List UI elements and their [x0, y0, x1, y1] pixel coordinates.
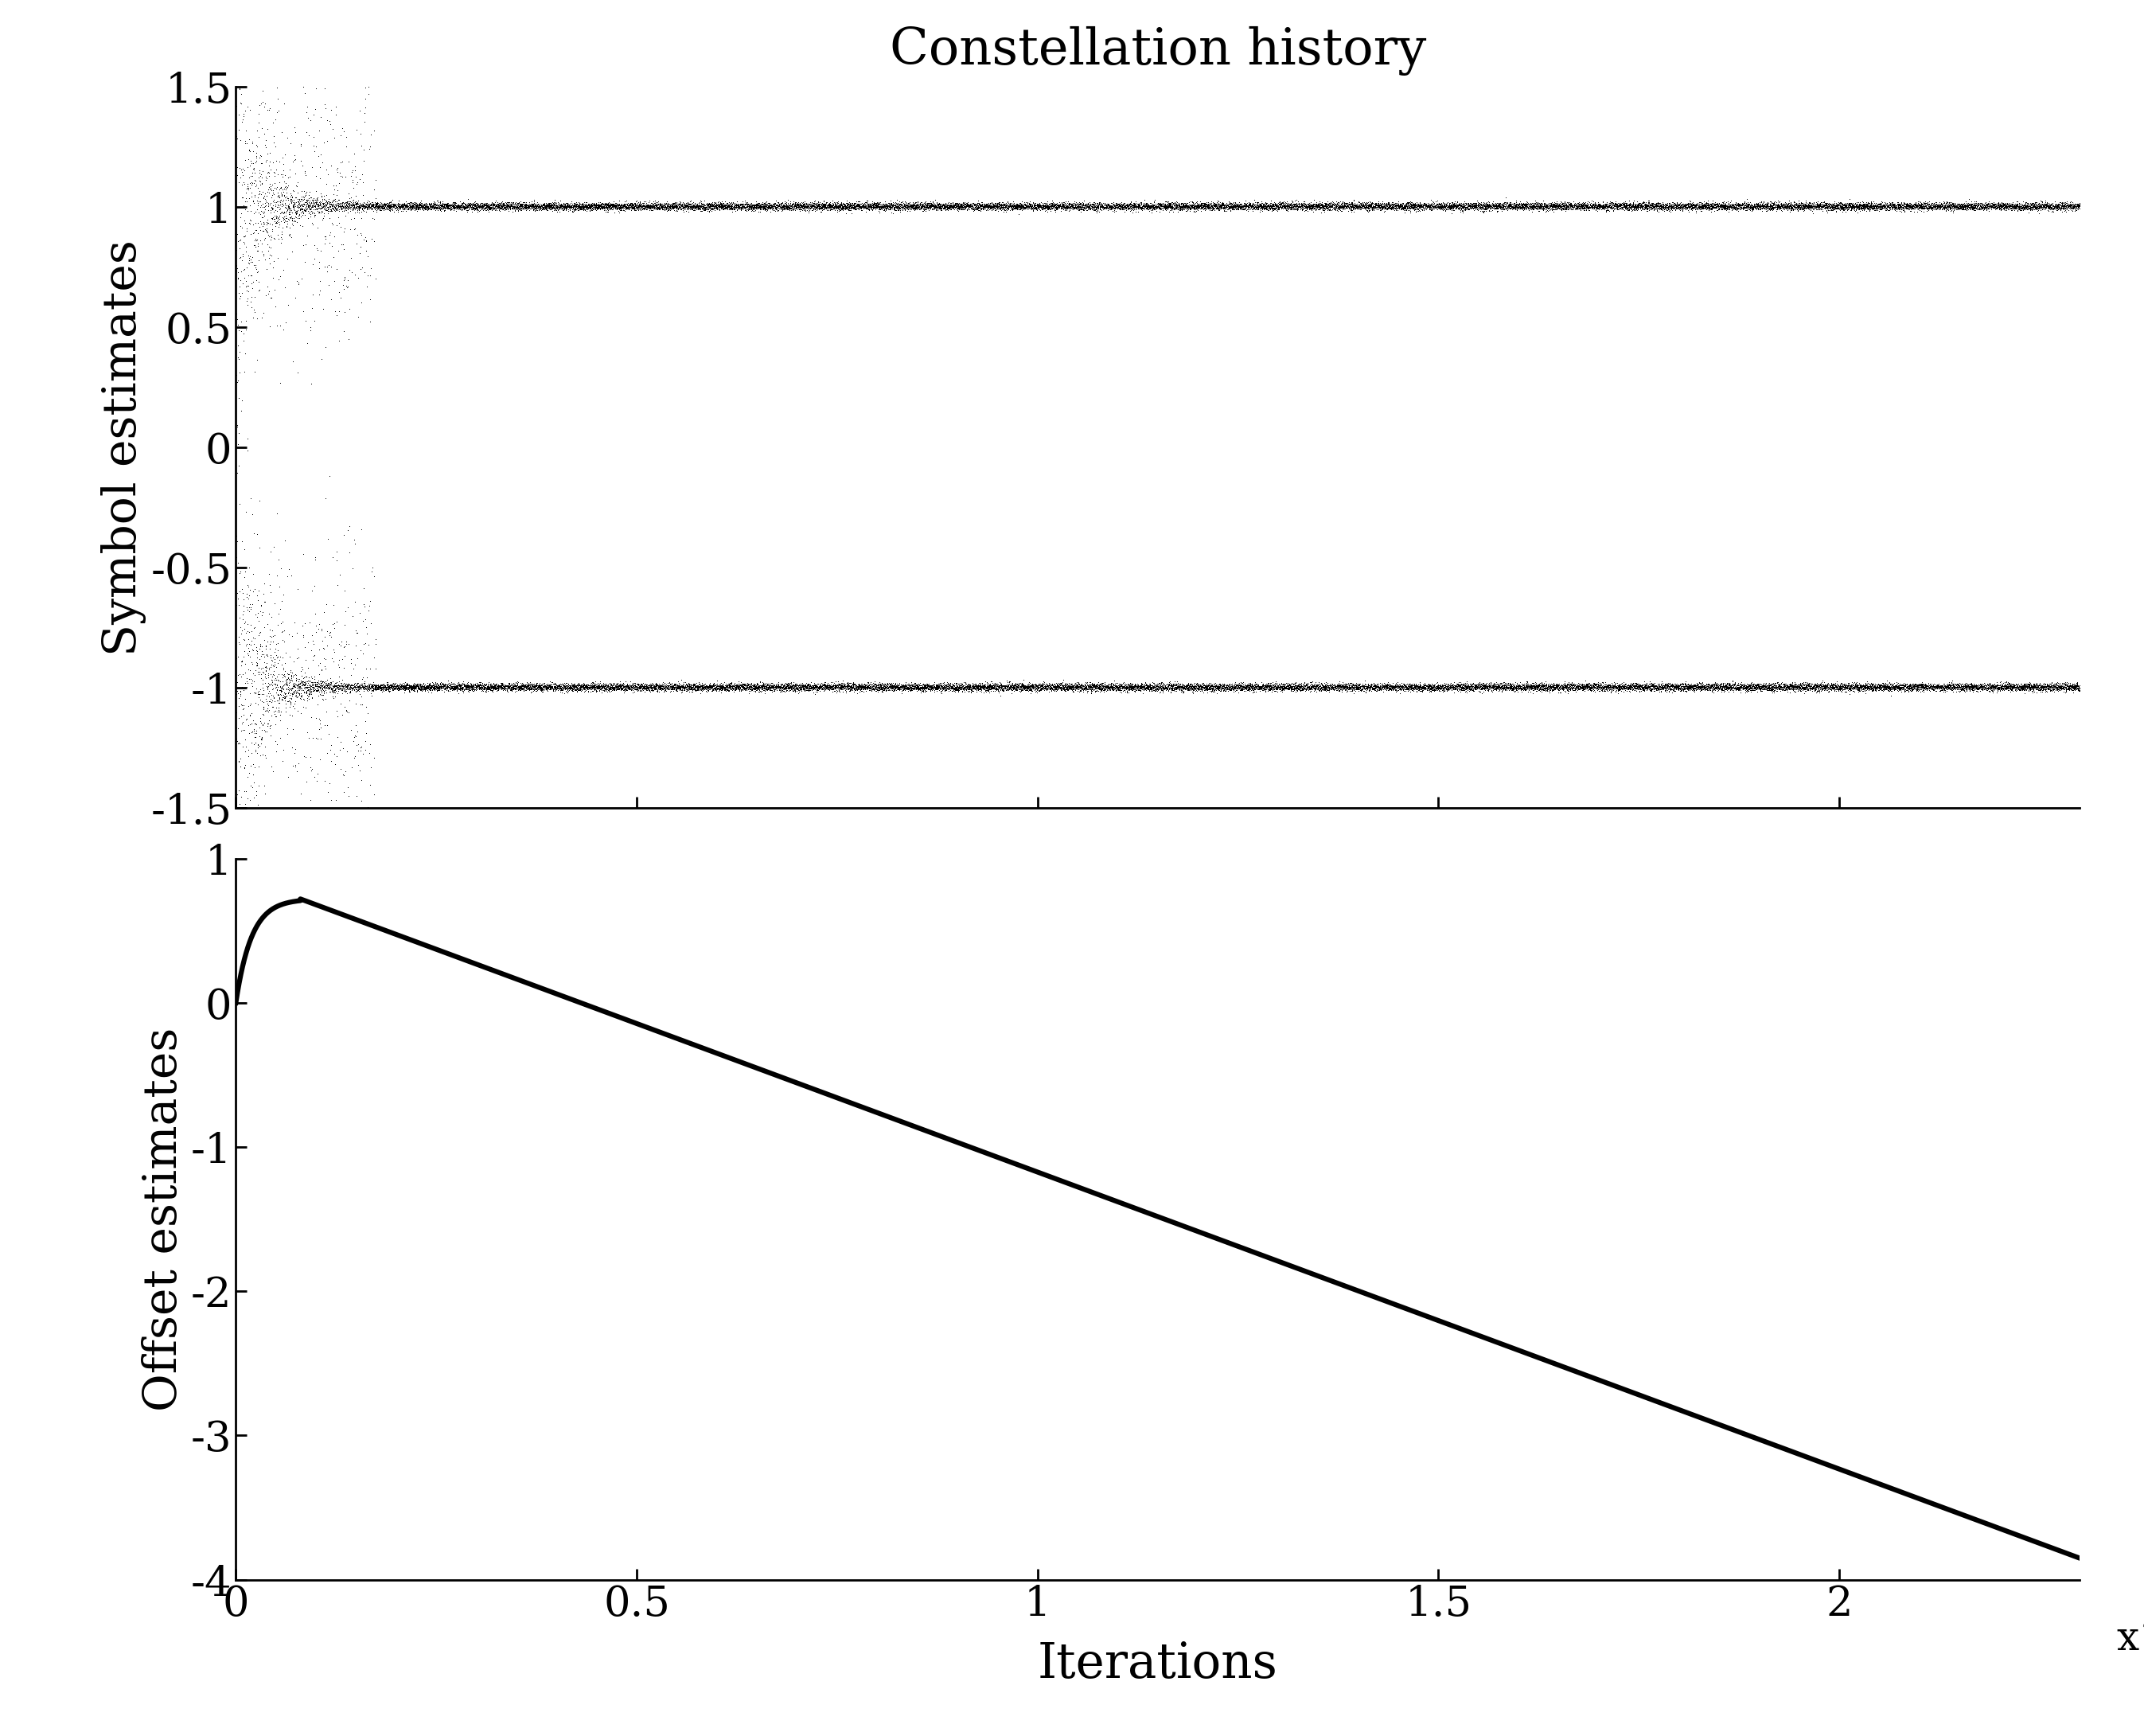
Title: Constellation history: Constellation history	[890, 26, 1426, 76]
Y-axis label: Offset estimates: Offset estimates	[142, 1028, 187, 1411]
X-axis label: Iterations: Iterations	[1038, 1641, 1278, 1689]
Text: x10⁴: x10⁴	[2116, 1620, 2144, 1660]
Y-axis label: Symbol estimates: Symbol estimates	[101, 240, 146, 656]
